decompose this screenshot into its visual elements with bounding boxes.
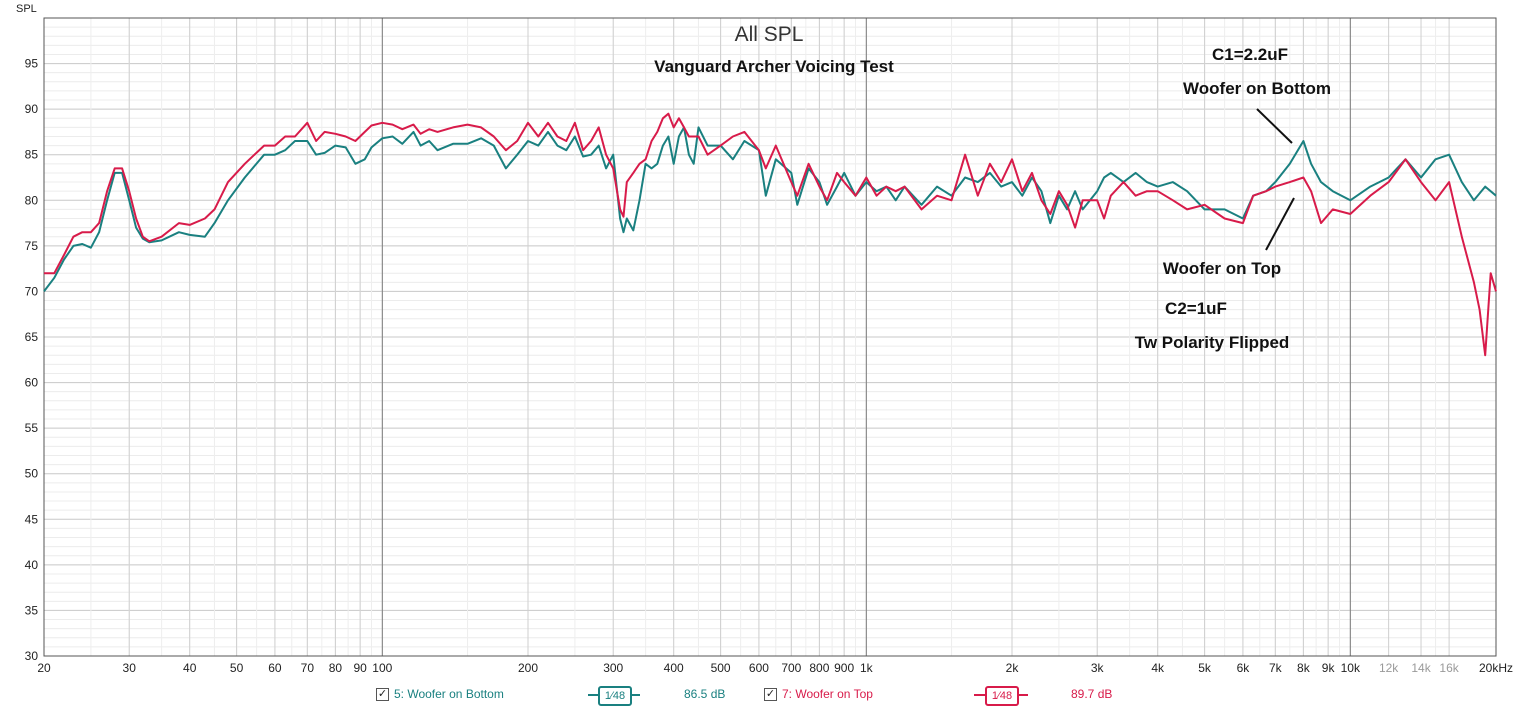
annotation-c1: C1=2.2uF [1212, 45, 1288, 64]
x-tick-label: 10k [1341, 661, 1361, 675]
x-tick-label: 30 [123, 661, 137, 675]
y-tick-label: 95 [25, 57, 39, 71]
plot-frame [43, 17, 1497, 657]
x-tick-label: 90 [353, 661, 367, 675]
annotation-woofer-top: Woofer on Top [1163, 259, 1281, 278]
x-tick-label: 7k [1269, 661, 1283, 675]
smoothing-button-woofer-top[interactable]: 1⁄48 [985, 686, 1019, 706]
legend-item-woofer-top[interactable]: ✓ 7: Woofer on Top [764, 684, 873, 704]
legend-label-woofer-top: 7: Woofer on Top [782, 687, 873, 701]
annotation-arrow-top [1265, 197, 1295, 251]
series-group [43, 112, 1497, 357]
x-tick-label: 700 [781, 661, 801, 675]
y-tick-label: 55 [25, 421, 39, 435]
annotation-c2: C2=1uF [1165, 299, 1227, 318]
chart-title: All SPL [735, 23, 804, 46]
annotation-polarity: Tw Polarity Flipped [1135, 333, 1290, 352]
series-line-woofer-top [44, 112, 1497, 357]
checkbox-woofer-bottom[interactable]: ✓ [376, 687, 389, 701]
y-tick-label: 65 [25, 330, 39, 344]
x-tick-label: 800 [809, 661, 829, 675]
y-tick-label: 45 [25, 512, 39, 526]
x-tick-label: 200 [518, 661, 538, 675]
legend-item-woofer-bottom[interactable]: ✓ 5: Woofer on Bottom [376, 684, 504, 704]
x-tick-label: 600 [749, 661, 769, 675]
legend-label-woofer-bottom: 5: Woofer on Bottom [394, 687, 504, 701]
x-tick-label: 20kHz [1479, 661, 1513, 675]
x-tick-label: 3k [1091, 661, 1105, 675]
y-tick-label: 90 [25, 102, 39, 116]
checkbox-woofer-top[interactable]: ✓ [764, 687, 777, 701]
x-tick-label: 40 [183, 661, 197, 675]
y-tick-label: 60 [25, 376, 39, 390]
x-tick-label: 50 [230, 661, 244, 675]
x-tick-label: 4k [1151, 661, 1165, 675]
grid [43, 17, 1497, 657]
y-tick-label: 85 [25, 148, 39, 162]
x-axis-ticks: 20 30 40 50 60 70 80 90 100 200 300 400 500 600 700 800… [37, 661, 1513, 675]
y-tick-label: 40 [25, 558, 39, 572]
legend-value-woofer-bottom: 86.5 dB [684, 687, 726, 701]
x-tick-label: 70 [301, 661, 315, 675]
x-tick-label: 6k [1237, 661, 1251, 675]
x-tick-label: 400 [664, 661, 684, 675]
x-tick-label: 5k [1198, 661, 1212, 675]
chart-subtitle: Vanguard Archer Voicing Test [654, 57, 894, 76]
annotation-arrow-bottom [1256, 108, 1293, 144]
x-tick-label: 2k [1006, 661, 1020, 675]
legend-value-woofer-top: 89.7 dB [1071, 687, 1113, 701]
y-tick-label: 75 [25, 239, 39, 253]
x-tick-label: 16k [1439, 661, 1459, 675]
smoothing-button-woofer-bottom[interactable]: 1⁄48 [598, 686, 632, 706]
y-tick-label: 35 [25, 603, 39, 617]
spl-chart: SPL 20 30 40 50 60 70 80 90 100 200 300 400 500 600 70… [16, 3, 1513, 675]
x-tick-label: 60 [268, 661, 282, 675]
x-tick-label: 9k [1322, 661, 1336, 675]
y-tick-label: 70 [25, 284, 39, 298]
x-tick-label: 8k [1297, 661, 1311, 675]
annotation-woofer-bottom: Woofer on Bottom [1183, 79, 1331, 98]
y-axis-label: SPL [16, 3, 37, 15]
x-tick-label: 1k [860, 661, 874, 675]
series-line-woofer-bottom [43, 126, 1497, 293]
y-tick-label: 80 [25, 193, 39, 207]
y-tick-label: 30 [25, 649, 39, 663]
x-tick-label: 900 [834, 661, 854, 675]
x-tick-label: 20 [37, 661, 51, 675]
x-tick-label: 80 [329, 661, 343, 675]
y-tick-label: 50 [25, 467, 39, 481]
x-tick-label: 14k [1411, 661, 1431, 675]
x-tick-label: 300 [603, 661, 623, 675]
y-axis-ticks: 30 35 40 45 50 55 60 65 70 75 80 85 90 95 [25, 57, 39, 663]
x-tick-label: 500 [711, 661, 731, 675]
x-tick-label: 12k [1379, 661, 1399, 675]
x-tick-label: 100 [372, 661, 392, 675]
